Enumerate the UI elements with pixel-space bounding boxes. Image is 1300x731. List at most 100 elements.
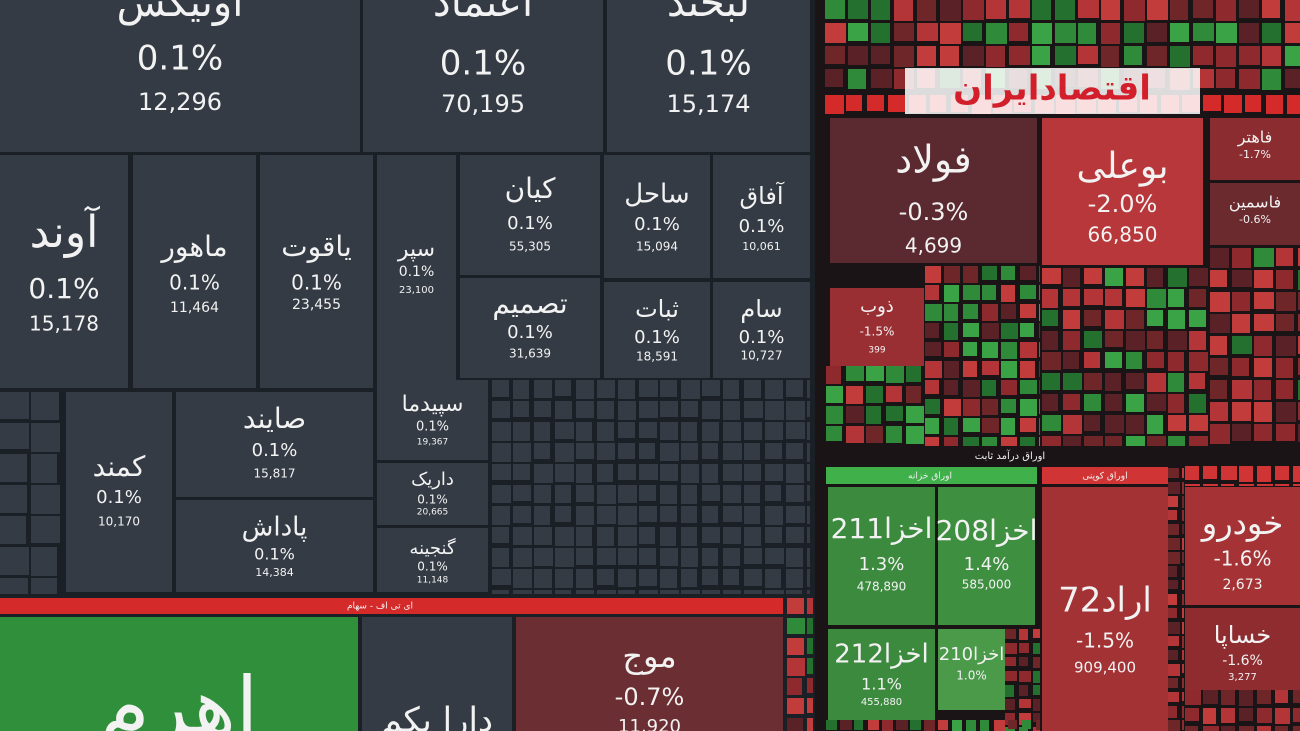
tile-change: 0.1% bbox=[254, 545, 295, 564]
tile bbox=[513, 590, 532, 594]
tile-volume: 15,817 bbox=[254, 467, 296, 481]
tile bbox=[1019, 685, 1028, 696]
tile bbox=[660, 590, 679, 594]
tile bbox=[1042, 331, 1058, 350]
tile bbox=[1189, 415, 1208, 431]
tile bbox=[513, 380, 529, 399]
tile bbox=[1189, 352, 1208, 371]
tile bbox=[618, 590, 635, 594]
tile bbox=[744, 548, 762, 564]
tile bbox=[807, 485, 810, 501]
tile bbox=[786, 548, 803, 567]
tile bbox=[492, 527, 509, 543]
tile-volume: 66,850 bbox=[1088, 223, 1158, 247]
tile bbox=[1032, 0, 1051, 20]
tile-volume: 15,174 bbox=[667, 90, 751, 118]
tile-name: موج bbox=[622, 637, 676, 675]
tile bbox=[1293, 726, 1300, 731]
tile bbox=[618, 569, 636, 587]
tile bbox=[866, 386, 883, 403]
tile bbox=[1001, 380, 1017, 395]
tile bbox=[1189, 289, 1206, 307]
tile bbox=[618, 443, 635, 459]
tile bbox=[744, 380, 761, 398]
tile-change: -1.5% bbox=[860, 325, 895, 339]
tile bbox=[925, 323, 939, 338]
tile bbox=[1210, 336, 1227, 355]
tile bbox=[597, 548, 616, 565]
tile bbox=[765, 590, 784, 594]
tile bbox=[840, 720, 852, 730]
tile bbox=[513, 485, 531, 501]
tile bbox=[1020, 361, 1035, 378]
tile bbox=[1216, 23, 1237, 43]
tile bbox=[1168, 622, 1180, 634]
tile bbox=[713, 282, 810, 378]
tile bbox=[1232, 358, 1249, 376]
tile bbox=[618, 506, 637, 525]
tile bbox=[1239, 484, 1254, 486]
tile bbox=[0, 578, 28, 594]
tile bbox=[963, 361, 977, 377]
tile-name: اعتماد bbox=[433, 0, 533, 26]
tile bbox=[828, 629, 935, 720]
tile bbox=[555, 422, 574, 439]
tile bbox=[886, 386, 902, 402]
tile bbox=[1001, 342, 1017, 359]
tile bbox=[1168, 510, 1177, 520]
tile bbox=[1168, 415, 1186, 431]
tile bbox=[1276, 248, 1293, 266]
tile bbox=[1189, 436, 1208, 446]
tile-name: بوعلی bbox=[1076, 146, 1168, 187]
tile bbox=[1019, 699, 1031, 708]
tile bbox=[1168, 310, 1185, 329]
tile bbox=[765, 464, 783, 481]
tile bbox=[1298, 424, 1300, 442]
tile bbox=[1232, 402, 1251, 421]
tile bbox=[986, 46, 1005, 67]
tile bbox=[938, 720, 948, 730]
tile bbox=[787, 678, 802, 695]
tile bbox=[1063, 394, 1080, 410]
tile-volume: 23,455 bbox=[292, 297, 341, 313]
tile bbox=[1033, 643, 1040, 654]
tile bbox=[1001, 285, 1015, 302]
tile bbox=[1022, 720, 1031, 729]
tile-change: 0.1% bbox=[507, 213, 553, 234]
tile bbox=[0, 617, 358, 731]
tile bbox=[982, 266, 997, 280]
tile bbox=[1170, 46, 1190, 67]
tile-name: لبخند bbox=[667, 0, 750, 26]
tile bbox=[886, 366, 904, 383]
tile bbox=[846, 426, 864, 443]
tile bbox=[966, 720, 976, 731]
tile bbox=[1285, 23, 1300, 43]
tile bbox=[0, 155, 128, 388]
tile-change: 0.1% bbox=[739, 327, 785, 348]
tile bbox=[1039, 380, 1040, 394]
tile-name: ماهور bbox=[159, 230, 227, 263]
tile bbox=[681, 485, 697, 504]
tile bbox=[723, 548, 740, 566]
tile bbox=[917, 23, 938, 41]
tile bbox=[906, 406, 924, 423]
tile bbox=[1039, 342, 1040, 357]
tile bbox=[1105, 268, 1123, 286]
tile bbox=[576, 548, 593, 565]
tile bbox=[982, 361, 999, 375]
tile bbox=[940, 0, 961, 21]
tile bbox=[681, 506, 697, 523]
tile bbox=[1039, 418, 1040, 435]
tile bbox=[982, 399, 998, 415]
tile bbox=[377, 380, 488, 460]
tile bbox=[765, 380, 783, 399]
tile bbox=[513, 443, 531, 462]
tile bbox=[938, 487, 1035, 625]
tile bbox=[786, 380, 803, 397]
tile bbox=[723, 422, 741, 441]
tile bbox=[1182, 524, 1184, 534]
tile bbox=[555, 590, 571, 594]
tile bbox=[618, 548, 637, 565]
tile bbox=[825, 46, 845, 64]
